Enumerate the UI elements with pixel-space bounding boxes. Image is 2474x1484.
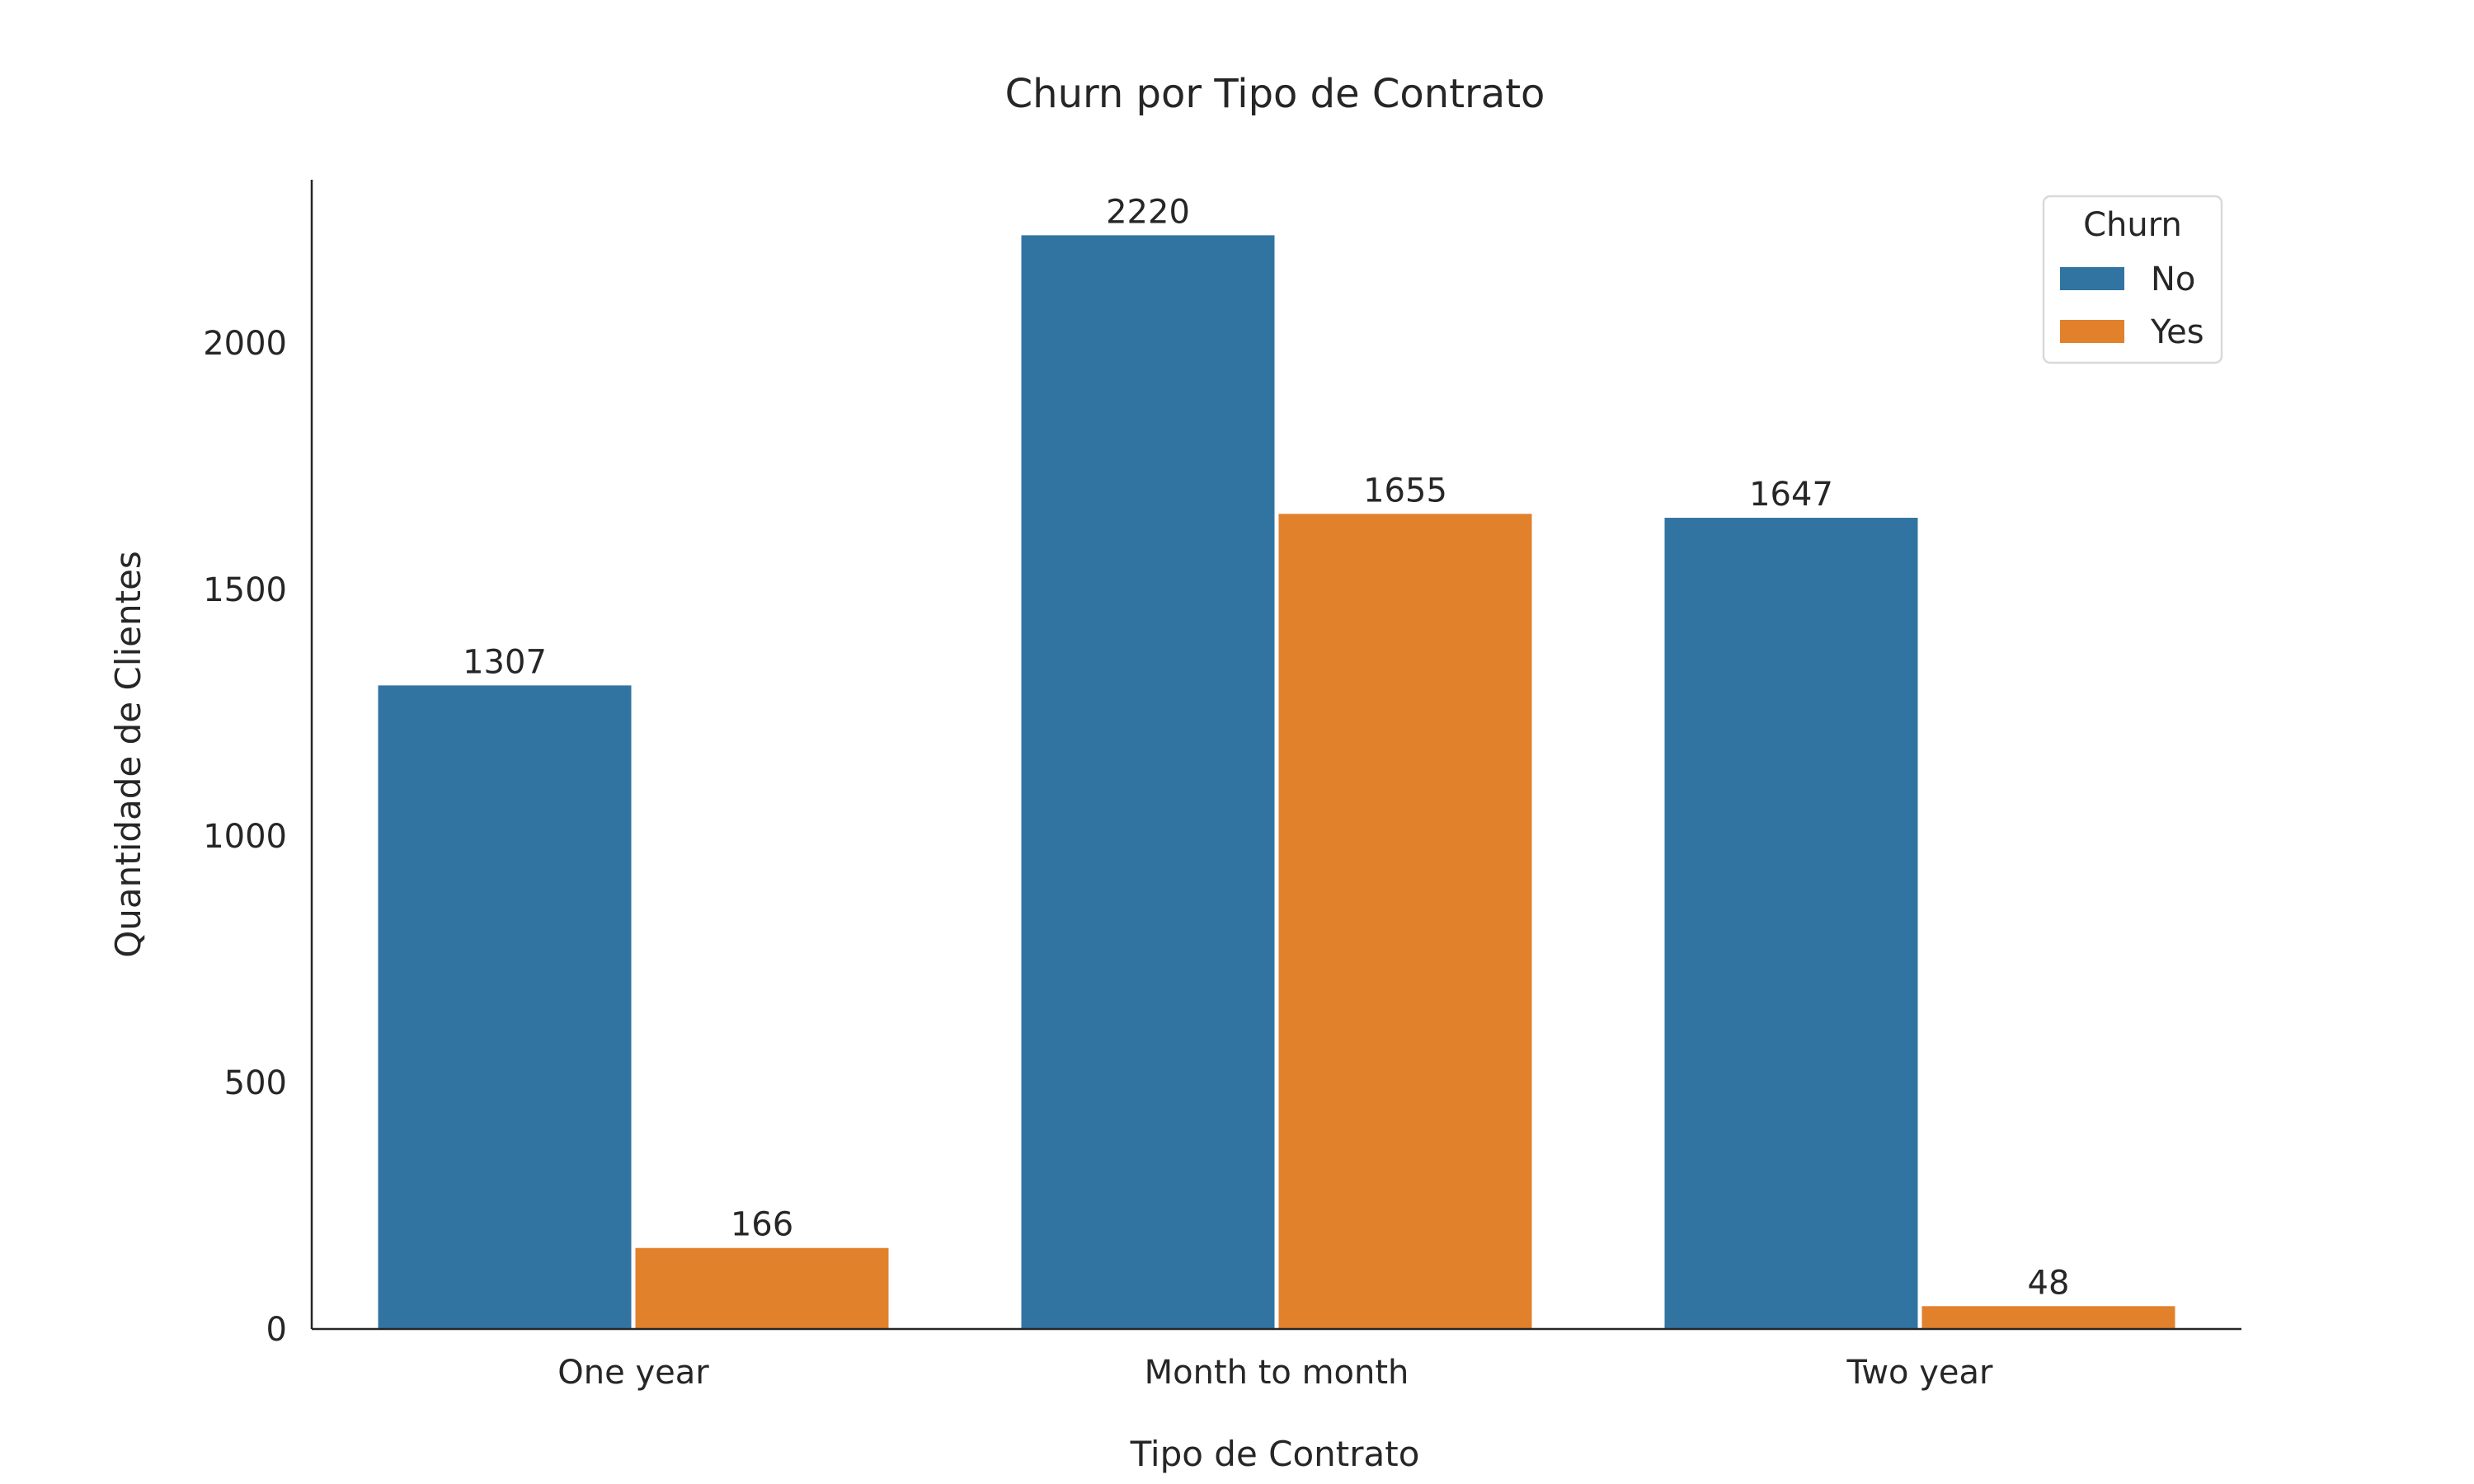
data-label: 2220: [1106, 193, 1190, 231]
bar-yes-one-year: [633, 1246, 891, 1330]
data-label: 166: [731, 1206, 793, 1244]
x-axis-label: Tipo de Contrato: [1130, 1434, 1420, 1474]
legend-swatch-no: [2060, 267, 2124, 290]
bar-yes-month-to-month: [1277, 512, 1534, 1330]
bar-yes-two-year: [1920, 1304, 2177, 1330]
legend-swatch-yes: [2060, 320, 2124, 343]
data-label: 1647: [1749, 476, 1833, 514]
data-label: 1655: [1363, 472, 1447, 510]
bar-no-one-year: [376, 683, 633, 1330]
y-tick-label: 500: [224, 1064, 287, 1102]
y-axis-label: Quantidade de Clientes: [108, 551, 148, 958]
chart-title: Churn por Tipo de Contrato: [1005, 71, 1545, 117]
plot-area: 1307 166 2220 1655 1647 48: [376, 193, 2177, 1330]
y-tick-label: 2000: [203, 325, 287, 363]
data-label: 1307: [463, 643, 547, 681]
bar-no-two-year: [1663, 516, 1920, 1330]
y-tick-label: 0: [266, 1311, 287, 1349]
x-tick-label: One year: [557, 1354, 709, 1392]
bar-no-month-to-month: [1019, 233, 1277, 1330]
legend-label-no: No: [2151, 261, 2195, 298]
legend: Churn No Yes: [2042, 195, 2223, 364]
x-tick-label: Two year: [1846, 1354, 1994, 1392]
data-label: 48: [2028, 1264, 2070, 1302]
legend-label-yes: Yes: [2150, 313, 2204, 351]
legend-title: Churn: [2083, 206, 2182, 244]
axes: 0 500 1000 1500 2000 One year Month to month Tw…: [203, 180, 2241, 1392]
x-tick-label: Month to month: [1145, 1354, 1409, 1392]
y-tick-label: 1000: [203, 818, 287, 856]
y-tick-label: 1500: [203, 571, 287, 609]
